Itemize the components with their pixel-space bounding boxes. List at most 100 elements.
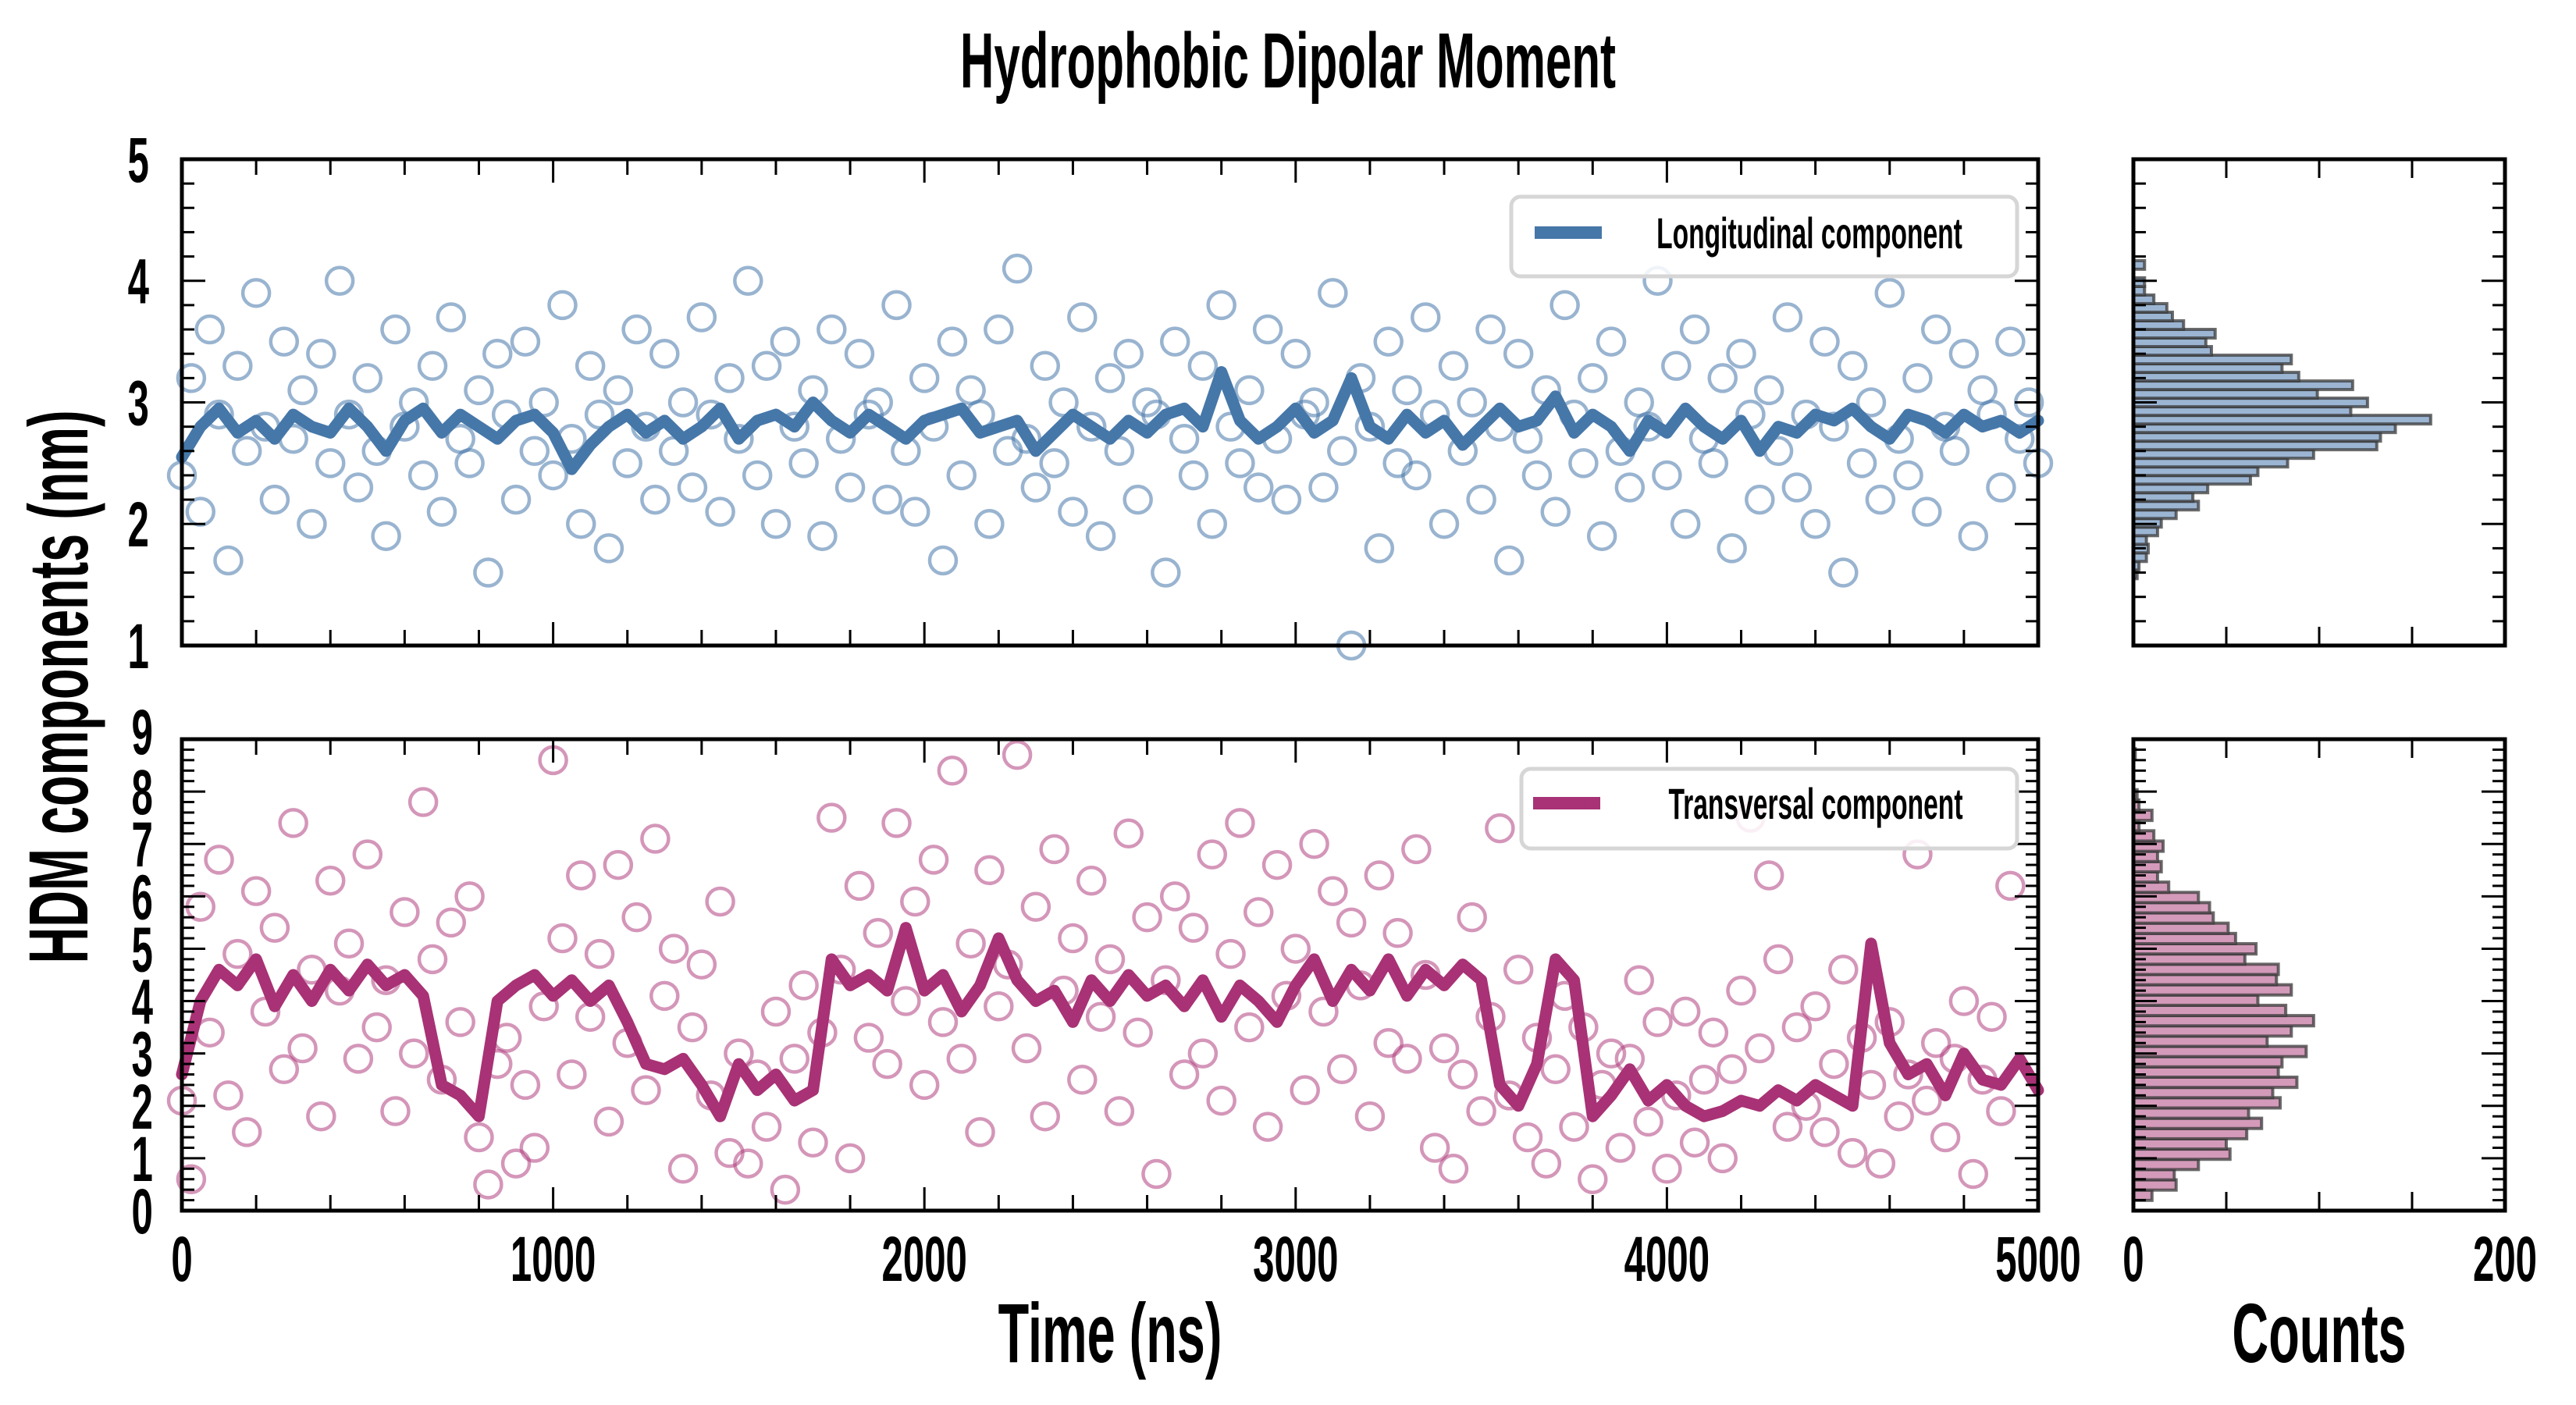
transversal-histogram-bars — [2132, 747, 2315, 1202]
transversal-scatter — [166, 739, 2026, 1205]
scatter-point — [705, 886, 735, 917]
scatter-point — [1336, 907, 1367, 938]
scatter-point — [1726, 338, 1756, 369]
scatter-point — [1800, 991, 1831, 1022]
scatter-point — [390, 897, 420, 927]
scatter-point — [1002, 253, 1033, 284]
scatter-point — [1225, 448, 1255, 478]
longitudinal-scatter — [166, 253, 2054, 661]
scatter-point — [176, 1164, 207, 1194]
scatter-point — [677, 1012, 708, 1043]
scatter-point — [1753, 375, 1784, 406]
scatter-point — [566, 509, 596, 539]
scatter-point — [1753, 860, 1784, 891]
scatter-point — [984, 991, 1014, 1022]
scatter-point — [538, 460, 568, 491]
transversal-frame — [180, 737, 2041, 1213]
longitudinal-frame — [180, 157, 2041, 648]
scatter-point — [1967, 375, 1998, 406]
scatter-point — [1717, 533, 1747, 564]
scatter-point — [891, 986, 921, 1016]
scatter-point — [1364, 533, 1395, 564]
scatter-point — [352, 363, 383, 393]
scatter-point — [1717, 1054, 1747, 1085]
scatter-point — [686, 302, 717, 333]
scatter-point — [844, 338, 875, 369]
scatter-point — [863, 918, 893, 948]
legend-swatch-longitudinal — [1535, 226, 1602, 239]
scatter-point — [788, 970, 819, 1001]
scatter-point — [222, 938, 253, 969]
scatter-point — [900, 886, 930, 917]
scatter-point — [640, 823, 671, 854]
scatter-point — [1123, 484, 1153, 515]
transversal-y-tick-labels: 0 1 2 3 4 5 6 7 8 9 — [132, 697, 154, 1247]
scatter-point — [352, 839, 383, 870]
scatter-point — [1512, 1122, 1543, 1153]
scatter-point — [1586, 521, 1617, 552]
y-tick-label: 3 — [132, 1019, 153, 1090]
scatter-point — [593, 533, 624, 564]
scatter-point — [306, 338, 336, 369]
scatter-point — [1113, 818, 1144, 849]
scatter-point — [1197, 509, 1228, 539]
scatter-point — [1197, 839, 1228, 870]
scatter-point — [436, 907, 467, 938]
scatter-point — [1475, 314, 1506, 345]
scatter-point — [1837, 350, 1868, 382]
scatter-point — [955, 928, 986, 959]
scatter-point — [1846, 448, 1877, 478]
y-tick-label: 0 — [132, 1176, 153, 1247]
longitudinal-histogram-bars — [2132, 258, 2432, 581]
scatter-point — [575, 350, 606, 382]
scatter-point — [1986, 472, 2016, 503]
scatter-point — [473, 557, 503, 588]
scatter-point — [1318, 278, 1348, 308]
scatter-point — [1058, 923, 1088, 954]
x-tick-label: 3000 — [1253, 1224, 1338, 1295]
scatter-point — [1670, 996, 1701, 1027]
scatter-point — [733, 1148, 763, 1179]
scatter-point — [482, 338, 513, 369]
scatter-point — [779, 411, 809, 442]
scatter-point — [1085, 1001, 1116, 1032]
scatter-point — [1578, 363, 1608, 393]
scatter-point — [1781, 1012, 1813, 1043]
x-tick-label: 0 — [2122, 1224, 2144, 1295]
scatter-point — [946, 1044, 977, 1074]
scatter-point — [1679, 1127, 1710, 1158]
scatter-point — [742, 460, 773, 491]
scatter-point — [1113, 338, 1144, 369]
y-tick-label: 5 — [132, 915, 153, 986]
scatter-point — [770, 1174, 801, 1205]
scatter-point — [1011, 1033, 1042, 1064]
scatter-point — [1076, 411, 1107, 442]
scatter-point — [510, 326, 541, 357]
scatter-point — [621, 902, 652, 933]
scatter-point — [807, 521, 838, 552]
scatter-point — [1800, 509, 1831, 539]
scatter-point — [194, 314, 225, 345]
scatter-point — [417, 944, 448, 975]
scatter-point — [1550, 290, 1580, 321]
scatter-point — [464, 1122, 494, 1153]
legend-box — [1519, 767, 2019, 851]
transversal-histogram-panel: 0 200 — [2122, 737, 2537, 1295]
scatter-point — [584, 938, 615, 969]
scatter-point — [927, 545, 959, 576]
scatter-point — [1540, 1054, 1571, 1085]
scatter-point — [1206, 290, 1236, 321]
scatter-point — [621, 314, 652, 345]
scatter-point — [872, 484, 902, 515]
scatter-point — [575, 1001, 606, 1032]
scatter-point — [817, 802, 847, 833]
longitudinal-legend: Longitudinal component — [1509, 194, 2019, 279]
x-tick-label: 200 — [2473, 1224, 2537, 1295]
scatter-point — [881, 290, 912, 321]
scatter-point — [380, 314, 411, 345]
scatter-point — [1364, 860, 1395, 891]
scatter-point — [1856, 387, 1887, 418]
scatter-point — [176, 363, 207, 393]
series-line — [176, 922, 2044, 1122]
scatter-point — [1485, 813, 1515, 844]
